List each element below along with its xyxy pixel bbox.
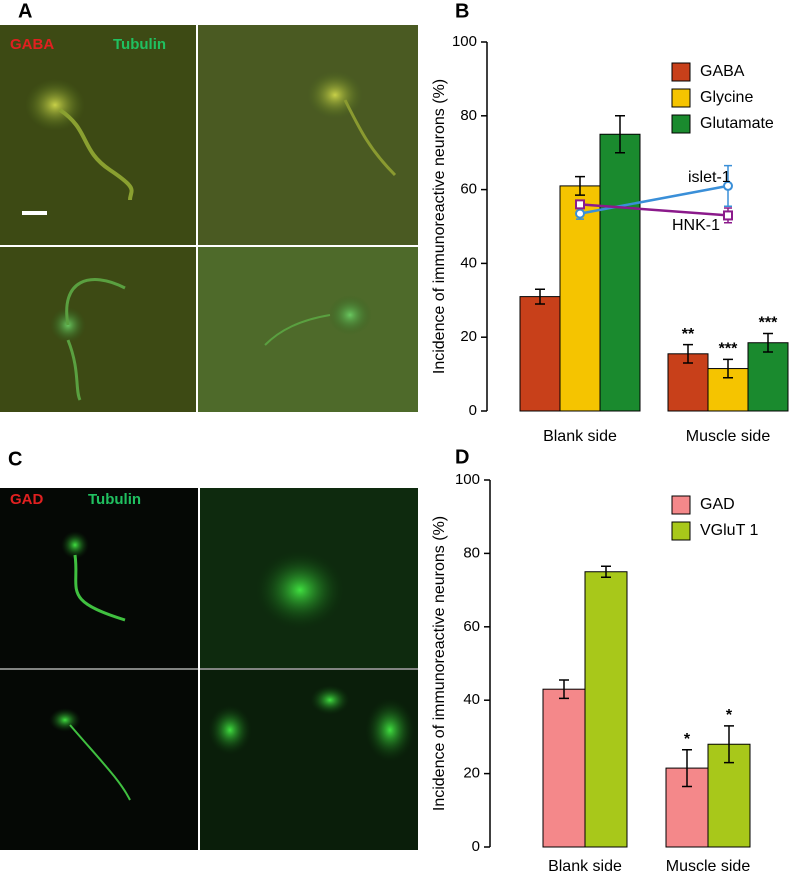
error-bar <box>535 288 545 305</box>
x-tick-label: Blank side <box>548 858 622 875</box>
line-label: islet-1 <box>688 169 731 186</box>
x-tick-label: Muscle side <box>686 428 771 445</box>
bar <box>599 133 641 412</box>
y-tick-label: 40 <box>463 691 480 708</box>
stain-label: GAD <box>10 491 44 508</box>
marker <box>575 208 585 219</box>
error-bar <box>601 565 611 579</box>
legend-label: GAD <box>700 496 735 513</box>
error-bar <box>682 748 692 788</box>
y-axis-title: Incidence of immunoreactive neurons (%) <box>431 79 448 374</box>
legend-swatch <box>671 114 691 134</box>
significance-label: *** <box>759 315 778 332</box>
bar <box>747 342 789 412</box>
bar <box>542 688 586 848</box>
error-bar <box>763 332 773 353</box>
legend-label: Glycine <box>700 89 753 106</box>
error-bar <box>723 358 733 379</box>
legend-label: Glutamate <box>700 115 774 132</box>
y-tick-label: 60 <box>460 181 477 198</box>
marker <box>723 210 733 221</box>
panel-letter: D <box>455 446 469 468</box>
legend-swatch <box>671 495 691 515</box>
bar <box>584 571 628 848</box>
bar <box>559 185 601 412</box>
significance-label: ** <box>682 326 695 343</box>
y-tick-label: 80 <box>460 107 477 124</box>
y-tick-label: 60 <box>463 618 480 635</box>
marker <box>723 180 733 191</box>
y-tick-label: 100 <box>452 33 477 50</box>
stain-label: Tubulin <box>113 36 166 53</box>
y-tick-label: 80 <box>463 544 480 561</box>
y-tick-label: 0 <box>469 402 477 419</box>
legend-swatch <box>671 521 691 541</box>
x-tick-label: Blank side <box>543 428 617 445</box>
legend-label: VGluT 1 <box>700 522 759 539</box>
panel-letter: C <box>8 448 22 470</box>
micrograph-c <box>0 488 418 850</box>
error-bar <box>683 343 693 364</box>
error-bar <box>615 115 625 154</box>
line <box>579 203 729 217</box>
y-axis-title: Incidence of immunoreactive neurons (%) <box>431 516 448 811</box>
line <box>579 184 729 215</box>
bar <box>519 296 561 412</box>
y-tick-label: 20 <box>463 765 480 782</box>
panel-letter: A <box>18 0 32 22</box>
y-tick-label: 100 <box>455 471 480 488</box>
error-bar <box>724 725 734 764</box>
micrograph-a <box>0 25 418 412</box>
marker <box>575 199 585 210</box>
error-bar <box>575 175 585 196</box>
line-label: HNK-1 <box>672 217 720 234</box>
legend-label: GABA <box>700 63 745 80</box>
legend-swatch <box>671 88 691 108</box>
bar <box>665 767 709 848</box>
significance-label: * <box>684 731 691 748</box>
stain-label: Tubulin <box>88 491 141 508</box>
y-tick-label: 0 <box>472 838 480 855</box>
x-tick-label: Muscle side <box>666 858 751 875</box>
y-tick-label: 40 <box>460 254 477 271</box>
panel-letter: B <box>455 0 469 22</box>
stain-label: GABA <box>10 36 54 53</box>
error-bar <box>559 679 569 700</box>
y-tick-label: 20 <box>460 328 477 345</box>
significance-label: * <box>726 707 733 724</box>
significance-label: *** <box>719 341 738 358</box>
legend-swatch <box>671 62 691 82</box>
